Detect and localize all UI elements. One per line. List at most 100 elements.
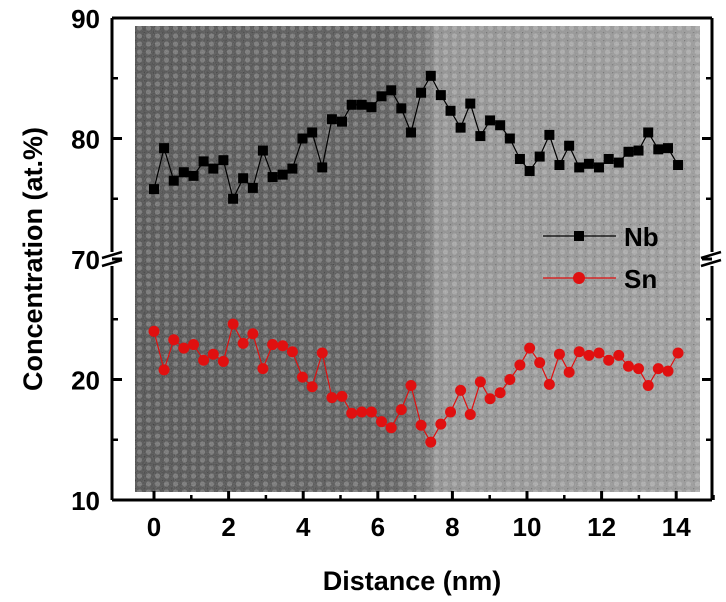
- data-point-sn: [415, 419, 427, 431]
- data-point-sn: [247, 328, 259, 340]
- data-point-sn: [237, 337, 249, 349]
- data-point-sn: [336, 390, 348, 402]
- data-point-sn: [395, 404, 407, 416]
- data-point-nb: [356, 99, 367, 110]
- data-point-nb: [247, 182, 258, 193]
- data-point-nb: [643, 127, 654, 138]
- data-point-nb: [326, 114, 337, 125]
- data-point-sn: [662, 365, 674, 377]
- data-point-sn: [603, 354, 615, 366]
- data-point-nb: [574, 162, 585, 173]
- data-point-nb: [475, 131, 486, 142]
- data-point-nb: [416, 87, 427, 98]
- data-point-nb: [495, 120, 506, 131]
- data-point-nb: [267, 172, 278, 183]
- data-point-sn: [672, 347, 684, 359]
- data-point-nb: [514, 153, 525, 164]
- x-tick-label: 12: [587, 512, 616, 542]
- data-point-sn: [445, 406, 457, 418]
- data-point-nb: [583, 158, 594, 169]
- data-point-nb: [613, 157, 624, 168]
- data-point-sn: [534, 357, 546, 369]
- data-point-nb: [366, 102, 377, 113]
- y-axis: 90 80 70 20 10: [71, 4, 712, 516]
- data-point-sn: [286, 346, 298, 358]
- data-point-nb: [297, 133, 308, 144]
- data-point-sn: [277, 340, 289, 352]
- data-point-nb: [228, 193, 239, 204]
- data-series: [148, 70, 684, 448]
- x-tick-label: 8: [445, 512, 459, 542]
- x-tick-label: 6: [371, 512, 385, 542]
- data-point-nb: [198, 156, 209, 167]
- data-point-sn: [227, 318, 239, 330]
- data-point-sn: [583, 349, 595, 361]
- data-point-sn: [622, 360, 634, 372]
- data-point-nb: [504, 133, 515, 144]
- data-point-sn: [306, 381, 318, 393]
- data-point-nb: [336, 116, 347, 127]
- data-point-sn: [405, 380, 417, 392]
- data-point-sn: [435, 418, 447, 430]
- data-point-nb: [623, 146, 634, 157]
- data-point-nb: [425, 70, 436, 81]
- data-point-nb: [673, 160, 684, 171]
- x-tick-label: 0: [147, 512, 161, 542]
- data-point-sn: [376, 416, 388, 428]
- data-point-nb: [653, 144, 664, 155]
- data-point-nb: [554, 160, 565, 171]
- y-tick-label: 70: [71, 245, 100, 275]
- y-tick-label: 20: [71, 366, 100, 396]
- data-point-sn: [168, 334, 180, 346]
- y-tick-label: 80: [71, 125, 100, 155]
- data-point-nb: [238, 173, 249, 184]
- data-point-sn: [553, 348, 565, 360]
- legend: Nb Sn: [543, 222, 659, 294]
- data-point-sn: [652, 363, 664, 375]
- data-point-sn: [464, 408, 476, 420]
- data-point-nb: [208, 163, 219, 174]
- data-point-sn: [494, 387, 506, 399]
- data-point-sn: [356, 406, 368, 418]
- x-axis-title: Distance (nm): [323, 566, 502, 596]
- x-tick-label: 14: [662, 512, 691, 542]
- data-point-nb: [149, 184, 159, 195]
- data-point-sn: [217, 355, 229, 367]
- data-point-nb: [435, 90, 446, 101]
- data-point-sn: [267, 339, 279, 351]
- data-point-sn: [425, 436, 437, 448]
- data-point-sn: [504, 374, 516, 385]
- data-point-sn: [573, 346, 585, 358]
- data-point-sn: [613, 349, 625, 361]
- data-point-nb: [603, 153, 614, 164]
- data-point-nb: [455, 122, 466, 133]
- data-point-nb: [257, 145, 268, 156]
- data-point-nb: [218, 155, 229, 166]
- data-point-nb: [544, 129, 555, 140]
- data-point-nb: [465, 98, 476, 109]
- data-point-sn: [365, 406, 377, 418]
- data-point-nb: [593, 162, 604, 173]
- data-point-nb: [445, 105, 456, 116]
- data-point-nb: [386, 85, 397, 96]
- data-point-nb: [277, 169, 288, 180]
- data-point-sn: [158, 364, 170, 376]
- data-point-sn: [642, 380, 654, 392]
- data-point-nb: [159, 143, 170, 154]
- data-point-sn: [178, 342, 190, 354]
- data-point-nb: [307, 127, 318, 138]
- data-point-nb: [346, 99, 357, 110]
- y-tick-label: 10: [71, 486, 100, 516]
- data-point-nb: [405, 127, 416, 138]
- data-point-sn: [524, 342, 536, 354]
- data-point-sn: [385, 422, 397, 434]
- x-axis: 0 2 4 6 8 10 12 14: [147, 491, 715, 542]
- data-point-nb: [662, 143, 673, 154]
- data-point-sn: [198, 354, 210, 366]
- data-point-nb: [564, 140, 575, 151]
- data-point-nb: [376, 91, 387, 102]
- data-point-sn: [633, 363, 645, 375]
- data-point-nb: [485, 115, 496, 126]
- data-point-sn: [484, 393, 496, 405]
